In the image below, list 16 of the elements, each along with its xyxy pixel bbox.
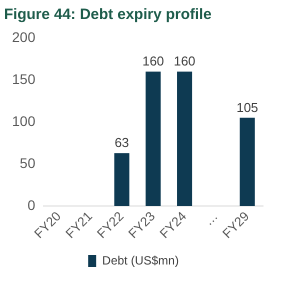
bar [146, 72, 161, 206]
x-tick-label: … [200, 208, 221, 228]
bar [177, 72, 192, 206]
data-label: 160 [174, 54, 196, 69]
legend-label: Debt (US$mn) [102, 253, 179, 268]
data-label: 63 [114, 135, 130, 150]
y-tick-label: 150 [12, 70, 36, 87]
y-tick-label: 100 [12, 112, 36, 129]
y-tick-label: 200 [12, 28, 36, 45]
y-tick-label: 50 [20, 154, 36, 171]
y-tick-label: 0 [28, 196, 36, 213]
bar [240, 118, 255, 206]
bar [114, 153, 130, 206]
chart-title: Figure 44: Debt expiry profile [4, 6, 212, 24]
data-label: 160 [142, 54, 164, 69]
data-label: 105 [236, 100, 258, 115]
